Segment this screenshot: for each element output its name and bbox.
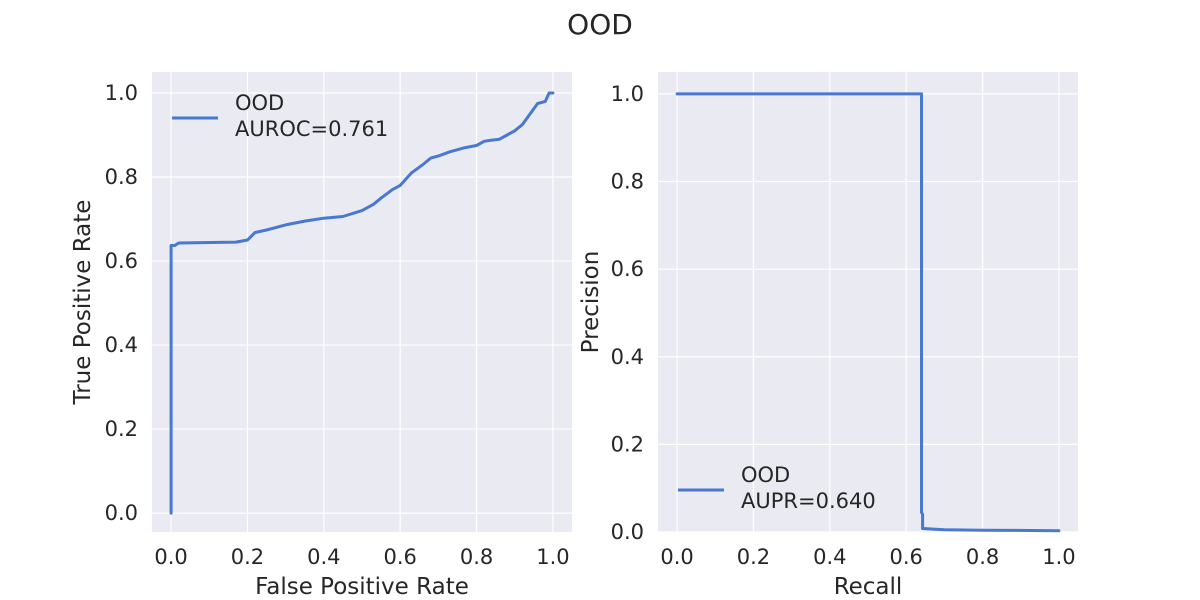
pr-series-line	[675, 92, 1061, 533]
pr-x-tick-label: 1.0	[1042, 545, 1075, 569]
figure-title: OOD	[567, 8, 633, 41]
roc-plot-area	[152, 72, 572, 532]
roc-y-tick-label: 0.2	[105, 417, 138, 441]
roc-x-tick-label: 0.6	[383, 545, 416, 569]
roc-y-tick-label: 0.0	[105, 501, 138, 525]
roc-y-tick-label: 1.0	[105, 81, 138, 105]
pr-x-tick-label: 0.0	[660, 545, 693, 569]
roc-y-axis-label: True Positive Rate	[70, 200, 96, 406]
pr-y-tick-label: 0.4	[611, 345, 644, 369]
roc-panel: 0.0 0.2 0.4 0.6 0.8 1.0 0.0 0.2 0.4 0.6 0.8 1.0 Fals…	[70, 72, 572, 600]
roc-x-tick-label: 1.0	[536, 545, 569, 569]
pr-plot-area	[658, 72, 1078, 532]
pr-y-tick-label: 0.2	[611, 432, 644, 456]
roc-x-tick-label: 0.4	[307, 545, 340, 569]
roc-x-tick-label: 0.8	[460, 545, 493, 569]
pr-x-tick-label: 0.6	[889, 545, 922, 569]
pr-x-tick-label: 0.8	[966, 545, 999, 569]
roc-x-axis-label: False Positive Rate	[255, 574, 469, 600]
roc-y-tick-label: 0.4	[105, 333, 138, 357]
pr-y-axis-label: Precision	[578, 251, 604, 354]
pr-x-axis-label: Recall	[834, 574, 903, 600]
roc-legend-label: AUROC=0.761	[235, 117, 388, 141]
roc-legend-label: OOD	[235, 91, 284, 115]
pr-legend-label: AUPR=0.640	[741, 489, 876, 513]
pr-y-tick-label: 0.0	[611, 520, 644, 544]
pr-x-tick-label: 0.2	[737, 545, 770, 569]
pr-x-tick-label: 0.4	[813, 545, 846, 569]
pr-legend-label: OOD	[741, 463, 790, 487]
roc-y-tick-label: 0.6	[105, 249, 138, 273]
pr-y-tick-label: 1.0	[611, 82, 644, 106]
roc-x-tick-label: 0.0	[154, 545, 187, 569]
roc-x-tick-label: 0.2	[231, 545, 264, 569]
roc-series-line	[169, 91, 555, 515]
pr-panel: 0.0 0.2 0.4 0.6 0.8 1.0 0.0 0.2 0.4 0.6 0.8 1.0 Reca…	[578, 72, 1078, 600]
pr-y-tick-label: 0.8	[611, 170, 644, 194]
roc-y-tick-label: 0.8	[105, 165, 138, 189]
pr-y-tick-label: 0.6	[611, 257, 644, 281]
